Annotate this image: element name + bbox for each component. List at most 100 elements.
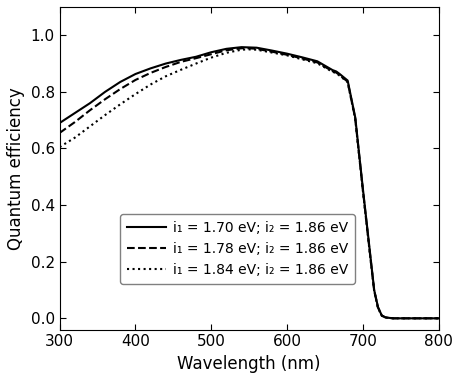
i₁ = 1.84 eV; i₂ = 1.86 eV (147, 82, 153, 87)
i₁ = 1.84 eV; i₂ = 1.86 eV (223, 51, 229, 55)
i₁ = 1.70 eV; i₂ = 1.86 eV (193, 54, 198, 59)
i₁ = 1.70 eV; i₂ = 1.86 eV (147, 66, 153, 71)
i₁ = 1.84 eV; i₂ = 1.86 eV (132, 92, 138, 97)
i₁ = 1.84 eV; i₂ = 1.86 eV (72, 135, 78, 140)
i₁ = 1.78 eV; i₂ = 1.86 eV (375, 305, 380, 310)
i₁ = 1.84 eV; i₂ = 1.86 eV (375, 306, 380, 310)
i₁ = 1.84 eV; i₂ = 1.86 eV (193, 61, 198, 66)
i₁ = 1.84 eV; i₂ = 1.86 eV (336, 74, 342, 78)
i₁ = 1.78 eV; i₂ = 1.86 eV (253, 47, 259, 51)
i₁ = 1.70 eV; i₂ = 1.86 eV (435, 316, 441, 321)
i₁ = 1.70 eV; i₂ = 1.86 eV (208, 50, 213, 54)
i₁ = 1.78 eV; i₂ = 1.86 eV (147, 71, 153, 75)
i₁ = 1.84 eV; i₂ = 1.86 eV (284, 53, 289, 58)
i₁ = 1.70 eV; i₂ = 1.86 eV (87, 101, 93, 106)
Line: i₁ = 1.78 eV; i₂ = 1.86 eV: i₁ = 1.78 eV; i₂ = 1.86 eV (60, 48, 438, 318)
i₁ = 1.70 eV; i₂ = 1.86 eV (344, 78, 350, 83)
i₁ = 1.84 eV; i₂ = 1.86 eV (269, 50, 274, 55)
i₁ = 1.70 eV; i₂ = 1.86 eV (299, 55, 304, 60)
i₁ = 1.78 eV; i₂ = 1.86 eV (336, 73, 342, 78)
i₁ = 1.78 eV; i₂ = 1.86 eV (390, 316, 395, 321)
i₁ = 1.78 eV; i₂ = 1.86 eV (246, 46, 252, 51)
Line: i₁ = 1.84 eV; i₂ = 1.86 eV: i₁ = 1.84 eV; i₂ = 1.86 eV (60, 49, 438, 318)
i₁ = 1.84 eV; i₂ = 1.86 eV (333, 71, 338, 76)
i₁ = 1.70 eV; i₂ = 1.86 eV (336, 72, 342, 77)
i₁ = 1.78 eV; i₂ = 1.86 eV (284, 52, 289, 57)
i₁ = 1.78 eV; i₂ = 1.86 eV (238, 46, 244, 51)
i₁ = 1.84 eV; i₂ = 1.86 eV (102, 113, 107, 117)
i₁ = 1.70 eV; i₂ = 1.86 eV (382, 315, 387, 320)
i₁ = 1.84 eV; i₂ = 1.86 eV (314, 61, 319, 66)
i₁ = 1.70 eV; i₂ = 1.86 eV (72, 111, 78, 116)
Y-axis label: Quantum efficiency: Quantum efficiency (7, 87, 25, 250)
i₁ = 1.84 eV; i₂ = 1.86 eV (57, 145, 62, 149)
i₁ = 1.84 eV; i₂ = 1.86 eV (344, 80, 350, 84)
i₁ = 1.78 eV; i₂ = 1.86 eV (178, 60, 183, 64)
i₁ = 1.70 eV; i₂ = 1.86 eV (178, 58, 183, 62)
i₁ = 1.84 eV; i₂ = 1.86 eV (253, 48, 259, 52)
i₁ = 1.84 eV; i₂ = 1.86 eV (370, 289, 376, 293)
i₁ = 1.78 eV; i₂ = 1.86 eV (162, 65, 168, 69)
i₁ = 1.70 eV; i₂ = 1.86 eV (102, 90, 107, 94)
i₁ = 1.70 eV; i₂ = 1.86 eV (246, 45, 252, 50)
i₁ = 1.84 eV; i₂ = 1.86 eV (359, 188, 365, 193)
i₁ = 1.70 eV; i₂ = 1.86 eV (314, 59, 319, 63)
i₁ = 1.84 eV; i₂ = 1.86 eV (352, 117, 357, 122)
i₁ = 1.84 eV; i₂ = 1.86 eV (208, 55, 213, 60)
i₁ = 1.84 eV; i₂ = 1.86 eV (435, 316, 441, 321)
i₁ = 1.84 eV; i₂ = 1.86 eV (117, 102, 123, 107)
i₁ = 1.78 eV; i₂ = 1.86 eV (370, 288, 376, 293)
i₁ = 1.84 eV; i₂ = 1.86 eV (378, 314, 384, 318)
i₁ = 1.84 eV; i₂ = 1.86 eV (246, 47, 252, 52)
i₁ = 1.84 eV; i₂ = 1.86 eV (382, 315, 387, 320)
Legend: i₁ = 1.70 eV; i₂ = 1.86 eV, i₁ = 1.78 eV; i₂ = 1.86 eV, i₁ = 1.84 eV; i₂ = 1.86 : i₁ = 1.70 eV; i₂ = 1.86 eV, i₁ = 1.78 eV… (120, 214, 354, 284)
i₁ = 1.70 eV; i₂ = 1.86 eV (367, 254, 372, 258)
i₁ = 1.70 eV; i₂ = 1.86 eV (253, 46, 259, 50)
i₁ = 1.70 eV; i₂ = 1.86 eV (378, 313, 384, 318)
i₁ = 1.70 eV; i₂ = 1.86 eV (223, 47, 229, 51)
i₁ = 1.78 eV; i₂ = 1.86 eV (359, 187, 365, 192)
i₁ = 1.78 eV; i₂ = 1.86 eV (329, 69, 335, 73)
i₁ = 1.78 eV; i₂ = 1.86 eV (367, 255, 372, 260)
i₁ = 1.70 eV; i₂ = 1.86 eV (284, 51, 289, 56)
i₁ = 1.78 eV; i₂ = 1.86 eV (352, 116, 357, 121)
i₁ = 1.78 eV; i₂ = 1.86 eV (193, 56, 198, 60)
i₁ = 1.70 eV; i₂ = 1.86 eV (352, 115, 357, 120)
i₁ = 1.70 eV; i₂ = 1.86 eV (333, 69, 338, 74)
i₁ = 1.70 eV; i₂ = 1.86 eV (132, 72, 138, 76)
i₁ = 1.70 eV; i₂ = 1.86 eV (238, 45, 244, 49)
i₁ = 1.84 eV; i₂ = 1.86 eV (390, 316, 395, 321)
i₁ = 1.78 eV; i₂ = 1.86 eV (102, 97, 107, 101)
i₁ = 1.78 eV; i₂ = 1.86 eV (269, 49, 274, 54)
i₁ = 1.78 eV; i₂ = 1.86 eV (333, 70, 338, 75)
i₁ = 1.70 eV; i₂ = 1.86 eV (370, 288, 376, 292)
Line: i₁ = 1.70 eV; i₂ = 1.86 eV: i₁ = 1.70 eV; i₂ = 1.86 eV (60, 47, 438, 318)
i₁ = 1.84 eV; i₂ = 1.86 eV (87, 124, 93, 129)
i₁ = 1.78 eV; i₂ = 1.86 eV (344, 79, 350, 84)
i₁ = 1.78 eV; i₂ = 1.86 eV (223, 48, 229, 52)
i₁ = 1.78 eV; i₂ = 1.86 eV (208, 52, 213, 57)
i₁ = 1.78 eV; i₂ = 1.86 eV (87, 108, 93, 112)
i₁ = 1.78 eV; i₂ = 1.86 eV (435, 316, 441, 321)
i₁ = 1.70 eV; i₂ = 1.86 eV (359, 186, 365, 190)
i₁ = 1.84 eV; i₂ = 1.86 eV (329, 70, 335, 74)
i₁ = 1.84 eV; i₂ = 1.86 eV (162, 74, 168, 79)
i₁ = 1.84 eV; i₂ = 1.86 eV (178, 68, 183, 72)
X-axis label: Wavelength (nm): Wavelength (nm) (177, 355, 320, 373)
i₁ = 1.84 eV; i₂ = 1.86 eV (299, 57, 304, 62)
i₁ = 1.78 eV; i₂ = 1.86 eV (382, 315, 387, 320)
i₁ = 1.70 eV; i₂ = 1.86 eV (57, 121, 62, 125)
i₁ = 1.70 eV; i₂ = 1.86 eV (162, 61, 168, 66)
i₁ = 1.78 eV; i₂ = 1.86 eV (314, 60, 319, 65)
i₁ = 1.78 eV; i₂ = 1.86 eV (299, 56, 304, 61)
i₁ = 1.70 eV; i₂ = 1.86 eV (390, 316, 395, 321)
i₁ = 1.78 eV; i₂ = 1.86 eV (117, 87, 123, 91)
i₁ = 1.70 eV; i₂ = 1.86 eV (269, 48, 274, 53)
i₁ = 1.78 eV; i₂ = 1.86 eV (57, 131, 62, 135)
i₁ = 1.70 eV; i₂ = 1.86 eV (117, 80, 123, 84)
i₁ = 1.84 eV; i₂ = 1.86 eV (367, 256, 372, 261)
i₁ = 1.70 eV; i₂ = 1.86 eV (375, 305, 380, 309)
i₁ = 1.78 eV; i₂ = 1.86 eV (72, 120, 78, 124)
i₁ = 1.70 eV; i₂ = 1.86 eV (329, 68, 335, 72)
i₁ = 1.78 eV; i₂ = 1.86 eV (132, 78, 138, 82)
